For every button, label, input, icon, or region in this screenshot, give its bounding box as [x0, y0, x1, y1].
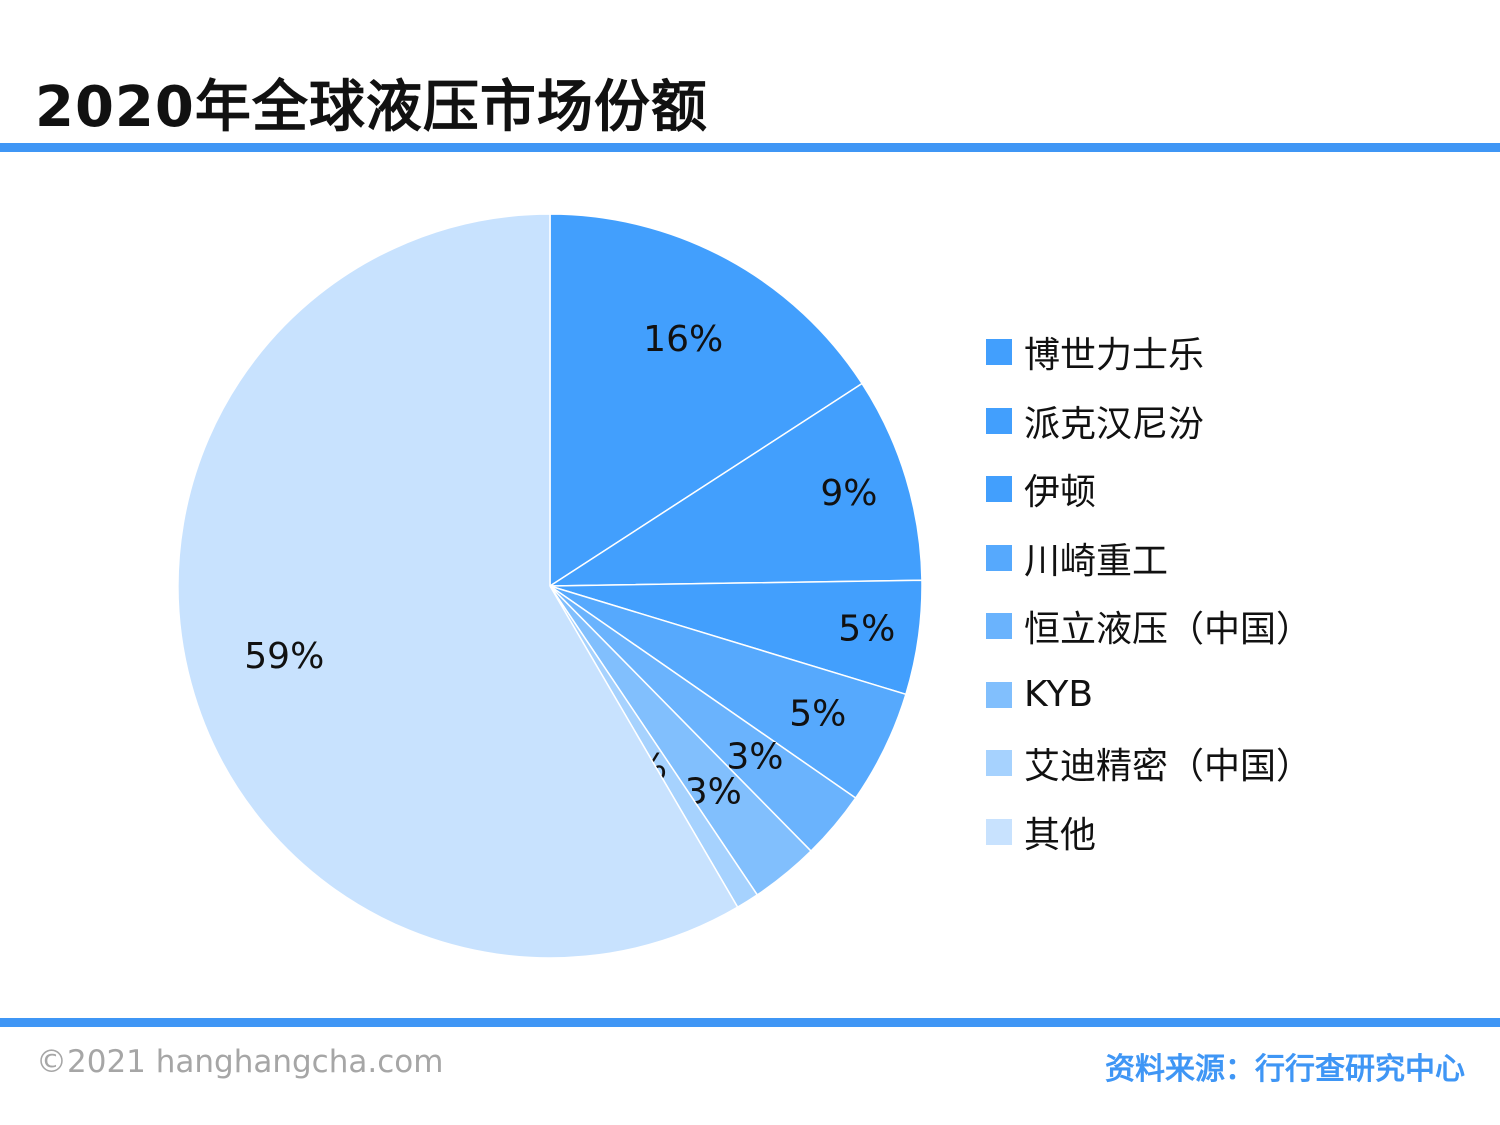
slice-percent-label: 5%	[789, 694, 846, 735]
pie-slice	[177, 213, 739, 959]
copyright-text: ©2021 hanghangcha.com	[36, 1044, 444, 1080]
source-text: 资料来源：行行查研究中心	[1105, 1052, 1465, 1087]
slice-percent-label: 9%	[820, 473, 877, 514]
legend-item: 伊顿	[986, 455, 1312, 524]
legend-swatch	[986, 750, 1012, 777]
legend-label: 艾迪精密（中国）	[1024, 746, 1313, 788]
legend-item: 艾迪精密（中国）	[986, 729, 1312, 798]
pie-slice	[549, 213, 864, 588]
slice-percent-label: 16%	[643, 319, 723, 360]
legend-item: 川崎重工	[986, 524, 1312, 593]
slice-percent-label: 5%	[838, 609, 895, 650]
legend-label: 川崎重工	[1024, 540, 1169, 582]
pie-slice	[547, 382, 923, 587]
legend: 博世力士乐 派克汉尼汾 伊顿 川崎重工 恒立液压（中国） KYB 艾迪精密（中国…	[986, 318, 1312, 866]
footer-divider	[0, 1018, 1500, 1027]
legend-label: 博世力士乐	[1024, 335, 1205, 377]
legend-item: 恒立液压（中国）	[986, 592, 1312, 661]
legend-label: 伊顿	[1024, 472, 1097, 514]
legend-label: 其他	[1024, 814, 1097, 856]
legend-item: 其他	[986, 798, 1312, 867]
header-divider	[0, 143, 1500, 152]
legend-swatch	[986, 818, 1012, 845]
chart-title: 2020年全球液压市场份额	[35, 75, 708, 140]
legend-label: KYB	[1024, 674, 1094, 716]
legend-swatch	[986, 613, 1012, 640]
slice-percent-label: 59%	[244, 636, 324, 677]
legend-label: 派克汉尼汾	[1024, 403, 1205, 445]
slice-percent-label: 3%	[726, 737, 783, 778]
legend-swatch	[986, 681, 1012, 708]
legend-item: 派克汉尼汾	[986, 387, 1312, 456]
legend-swatch	[986, 544, 1012, 571]
legend-item: 博世力士乐	[986, 318, 1312, 387]
legend-swatch	[986, 339, 1012, 366]
legend-swatch	[986, 476, 1012, 503]
legend-item: KYB	[986, 661, 1312, 730]
legend-label: 恒立液压（中国）	[1024, 609, 1313, 651]
legend-swatch	[986, 407, 1012, 434]
